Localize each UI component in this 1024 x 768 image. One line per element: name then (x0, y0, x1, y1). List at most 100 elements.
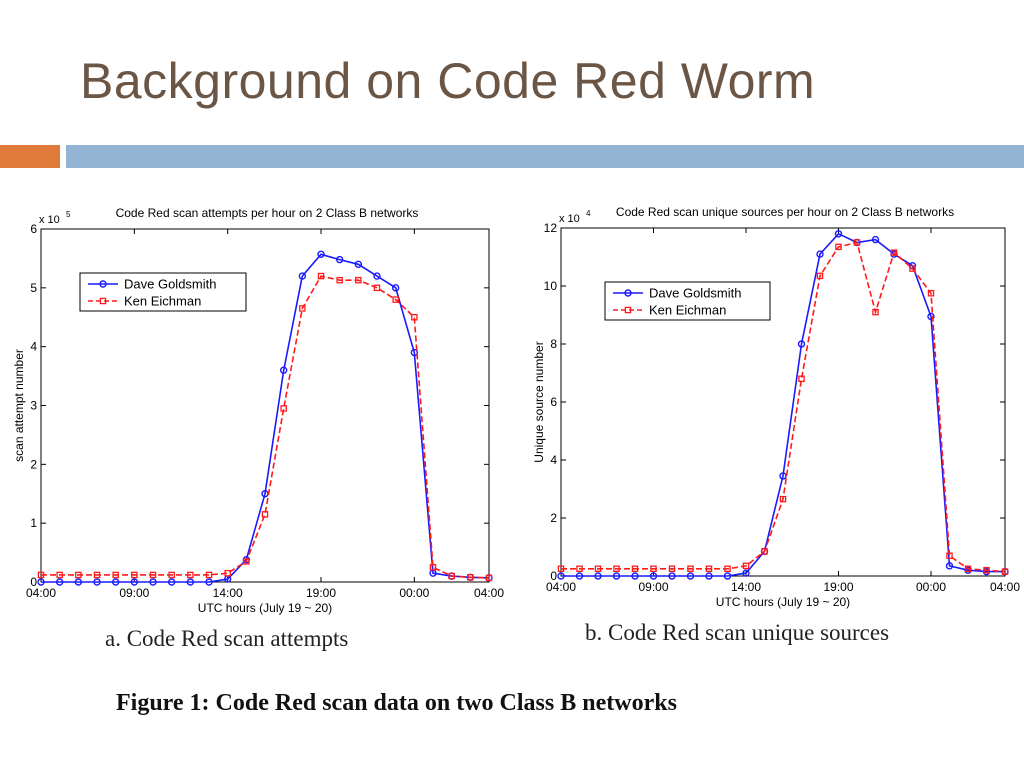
data-point (835, 243, 842, 251)
y-tick-label: 3 (30, 399, 37, 413)
data-point (724, 565, 731, 573)
y-tick-label: 2 (30, 457, 37, 471)
legend-label: Ken Eichman (649, 303, 726, 318)
data-point (650, 565, 657, 573)
legend-marker (624, 306, 632, 314)
data-point (1001, 568, 1009, 575)
x-tick-label: 00:00 (916, 580, 946, 594)
caption-scan-attempts: a. Code Red scan attempts (105, 626, 349, 651)
figure-caption: Figure 1: Code Red scan data on two Clas… (116, 690, 677, 716)
y-tick-label: 8 (550, 337, 557, 351)
caption-unique-sources: b. Code Red scan unique sources (585, 620, 890, 645)
data-point (56, 571, 63, 579)
x-tick-label: 14:00 (213, 586, 243, 600)
data-point (705, 572, 713, 580)
legend-marker (99, 297, 107, 305)
data-point (111, 578, 120, 586)
data-point (279, 366, 288, 374)
data-point (686, 572, 695, 580)
x-axis-label: UTC hours (July 19 ~ 20) (716, 595, 850, 609)
x-tick-label: 04:00 (990, 580, 1020, 594)
y-tick-label: 5 (30, 281, 37, 295)
y-multiplier-label: x 10 (559, 213, 580, 225)
data-point (594, 565, 602, 573)
data-point (853, 239, 861, 246)
legend-label: Dave Goldsmith (124, 277, 216, 292)
data-point (983, 566, 990, 574)
x-tick-label: 04:00 (26, 586, 56, 600)
data-point (631, 572, 639, 580)
data-point (149, 571, 157, 579)
series-line-1 (561, 241, 1006, 573)
chart-title: Code Red scan unique sources per hour on… (616, 205, 954, 219)
series-line-1 (41, 275, 490, 579)
y-axis-label: scan attempt number (12, 349, 26, 462)
data-point (631, 565, 639, 573)
data-point (410, 348, 419, 357)
legend-marker (99, 280, 107, 288)
y-tick-label: 2 (550, 511, 557, 525)
data-point (872, 308, 879, 316)
data-point (485, 574, 493, 582)
data-point (761, 548, 768, 555)
data-point (317, 250, 325, 258)
data-point (816, 272, 824, 280)
x-tick-label: 00:00 (399, 586, 429, 600)
data-point (594, 572, 602, 580)
header-rule-bar (66, 145, 1024, 168)
slide-title: Background on Code Red Worm (80, 53, 816, 109)
y-tick-label: 12 (544, 221, 558, 235)
data-point (797, 340, 806, 348)
y-multiplier-label: x 10 (39, 214, 60, 226)
data-point (945, 562, 954, 570)
data-point (335, 255, 344, 264)
x-tick-label: 04:00 (546, 580, 576, 594)
data-point (909, 265, 916, 272)
data-point (373, 272, 381, 280)
data-point (93, 571, 101, 579)
data-point (723, 572, 732, 580)
data-point (354, 260, 363, 268)
y-tick-label: 6 (30, 222, 37, 236)
data-point (55, 578, 64, 586)
accent-bar (0, 145, 60, 168)
data-point (167, 578, 176, 586)
data-point (687, 565, 694, 573)
legend-label: Ken Eichman (124, 294, 201, 309)
y-tick-label: 4 (550, 453, 557, 467)
y-exponent-label: 5 (66, 210, 71, 219)
x-axis-label: UTC hours (July 19 ~ 20) (198, 601, 332, 615)
chart-title: Code Red scan attempts per hour on 2 Cla… (116, 206, 419, 220)
y-tick-label: 0 (550, 569, 557, 583)
data-point (205, 571, 213, 579)
y-tick-label: 0 (30, 575, 37, 589)
data-point (168, 571, 175, 579)
data-point (649, 572, 658, 580)
data-point (448, 572, 455, 580)
data-point (299, 305, 306, 312)
data-point (668, 572, 676, 580)
data-point (186, 578, 195, 586)
data-point (317, 272, 325, 280)
data-point (742, 569, 750, 577)
data-point (130, 578, 139, 586)
data-point (75, 571, 82, 579)
data-point (336, 276, 343, 284)
data-point (557, 572, 565, 580)
legend-marker (624, 289, 632, 297)
data-point (613, 565, 620, 573)
data-point (742, 562, 750, 570)
data-point (391, 284, 400, 292)
data-point (779, 495, 787, 503)
data-point (576, 565, 583, 573)
x-tick-label: 19:00 (823, 580, 853, 594)
data-point (93, 578, 101, 586)
data-point (890, 249, 898, 256)
data-point (298, 272, 307, 280)
series-line-0 (561, 232, 1005, 577)
data-point (816, 250, 824, 258)
legend-box (604, 281, 771, 321)
x-tick-label: 14:00 (731, 580, 761, 594)
data-point (74, 578, 83, 586)
